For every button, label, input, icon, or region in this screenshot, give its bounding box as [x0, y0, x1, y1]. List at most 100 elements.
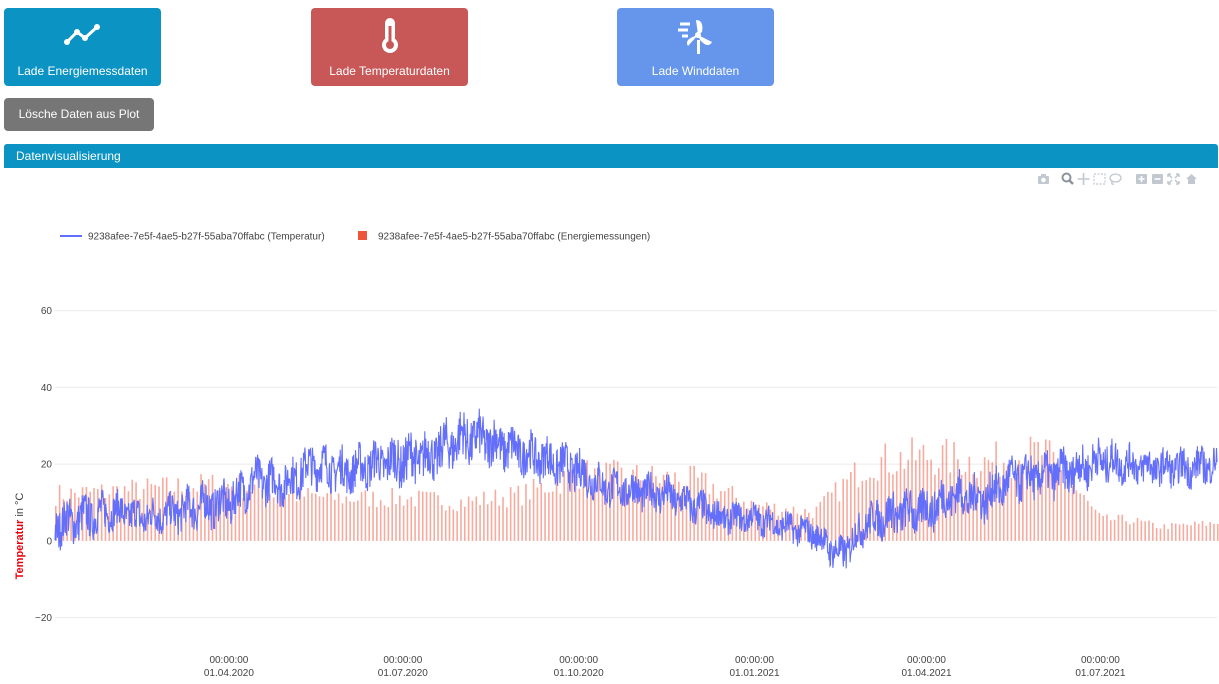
energy-bar — [1148, 520, 1150, 541]
energy-bar — [953, 442, 955, 541]
energy-bar — [800, 514, 802, 541]
energy-bar — [976, 478, 978, 541]
energy-bar — [257, 478, 260, 541]
energy-bar — [647, 480, 650, 541]
energy-bar — [819, 501, 822, 541]
energy-bar — [1010, 478, 1013, 541]
energy-bar — [353, 501, 355, 541]
energy-bar — [441, 505, 443, 541]
energy-bar — [509, 487, 512, 541]
pan-icon[interactable] — [1077, 172, 1090, 186]
energy-bar — [880, 457, 883, 541]
energy-bar — [960, 474, 963, 541]
legend-temperature-label[interactable]: 9238afee-7e5f-4ae5-b27f-55aba70ffabc (Te… — [88, 232, 325, 243]
energy-bar — [525, 484, 527, 541]
energy-bar — [265, 498, 267, 541]
energy-bar — [559, 493, 562, 541]
energy-bar — [865, 480, 867, 541]
energy-bar — [593, 468, 596, 541]
energy-bar — [662, 474, 665, 541]
zoom-in-icon[interactable] — [1135, 172, 1148, 186]
energy-bar — [1213, 523, 1215, 541]
energy-bar — [528, 499, 531, 541]
energy-bar — [345, 496, 348, 541]
zoom-icon[interactable] — [1061, 172, 1074, 186]
energy-bar — [964, 471, 967, 541]
energy-bar — [119, 501, 122, 541]
zoom-out-icon[interactable] — [1151, 172, 1164, 186]
y-axis-label: Temperatur in °C — [14, 493, 26, 580]
energy-bar — [788, 514, 791, 541]
energy-bar — [142, 489, 145, 541]
legend-energy-label[interactable]: 9238afee-7e5f-4ae5-b27f-55aba70ffabc (En… — [378, 232, 650, 243]
energy-bar — [334, 499, 336, 541]
energy-bar — [479, 505, 481, 541]
energy-bar — [1197, 523, 1200, 541]
energy-bar — [74, 492, 76, 541]
clear-plot-button[interactable]: Lösche Daten aus Plot — [4, 98, 154, 131]
energy-bar — [716, 498, 718, 541]
energy-bar — [1217, 524, 1219, 541]
energy-bar — [429, 492, 432, 541]
energy-bar — [158, 486, 160, 541]
legend[interactable]: 9238afee-7e5f-4ae5-b27f-55aba70ffabc (Te… — [60, 231, 650, 243]
energy-bar — [314, 493, 317, 541]
energy-bar — [58, 485, 61, 541]
load-energy-button[interactable]: Lade Energiemessdaten — [4, 8, 161, 86]
energy-bar — [150, 484, 153, 541]
autoscale-icon[interactable] — [1167, 172, 1180, 186]
energy-bar — [1094, 509, 1097, 541]
grid-lines — [55, 310, 1217, 619]
energy-bar — [215, 496, 218, 541]
energy-bar — [930, 459, 932, 541]
energy-bar — [999, 476, 1001, 541]
x-tick-date: 01.07.2020 — [378, 668, 428, 679]
energy-bar — [490, 501, 493, 541]
energy-bar — [1075, 490, 1078, 541]
energy-bar — [536, 487, 539, 541]
energy-bar — [907, 459, 909, 541]
energy-bar — [1090, 506, 1093, 541]
energy-bar — [463, 506, 466, 541]
load-wind-button[interactable]: Lade Winddaten — [617, 8, 774, 86]
load-temperature-button[interactable]: Lade Temperaturdaten — [311, 8, 468, 86]
box-select-icon[interactable] — [1093, 172, 1106, 186]
energy-bar — [200, 474, 202, 541]
energy-bar — [452, 509, 455, 541]
energy-bar — [1171, 522, 1173, 541]
energy-bar — [330, 488, 332, 541]
energy-bar — [1129, 524, 1131, 541]
energy-bar — [1064, 481, 1066, 541]
energy-bar — [777, 515, 780, 541]
camera-icon[interactable] — [1037, 172, 1050, 186]
energy-bar — [754, 505, 757, 541]
energy-bar — [1079, 493, 1081, 541]
energy-bar — [506, 507, 508, 541]
load-energy-label: Lade Energiemessdaten — [17, 64, 148, 78]
energy-bar — [1014, 477, 1017, 541]
lasso-icon[interactable] — [1109, 172, 1122, 186]
energy-bar — [360, 492, 363, 541]
energy-bar — [1006, 466, 1009, 541]
energy-bar — [1117, 514, 1120, 541]
energy-bar — [1155, 528, 1158, 541]
x-tick-date: 01.10.2020 — [554, 668, 604, 679]
energy-bar — [1029, 436, 1032, 541]
x-tick-date: 01.04.2020 — [204, 668, 254, 679]
temperature-line — [54, 408, 1218, 569]
x-tick-time: 00:00:00 — [209, 655, 248, 666]
energy-bar — [521, 505, 523, 541]
x-tick-time: 00:00:00 — [559, 655, 598, 666]
energy-bar — [628, 484, 630, 541]
energy-bar — [1121, 514, 1124, 541]
energy-bar — [574, 474, 577, 541]
energy-bar — [1022, 472, 1024, 541]
energy-bar — [1174, 523, 1177, 541]
energy-bar — [1159, 528, 1162, 541]
energy-bar — [685, 485, 688, 541]
energy-bar — [613, 459, 615, 541]
energy-bar — [272, 497, 275, 541]
home-icon[interactable] — [1185, 172, 1198, 186]
legend-energy-swatch — [358, 231, 367, 240]
energy-bar — [769, 509, 772, 541]
